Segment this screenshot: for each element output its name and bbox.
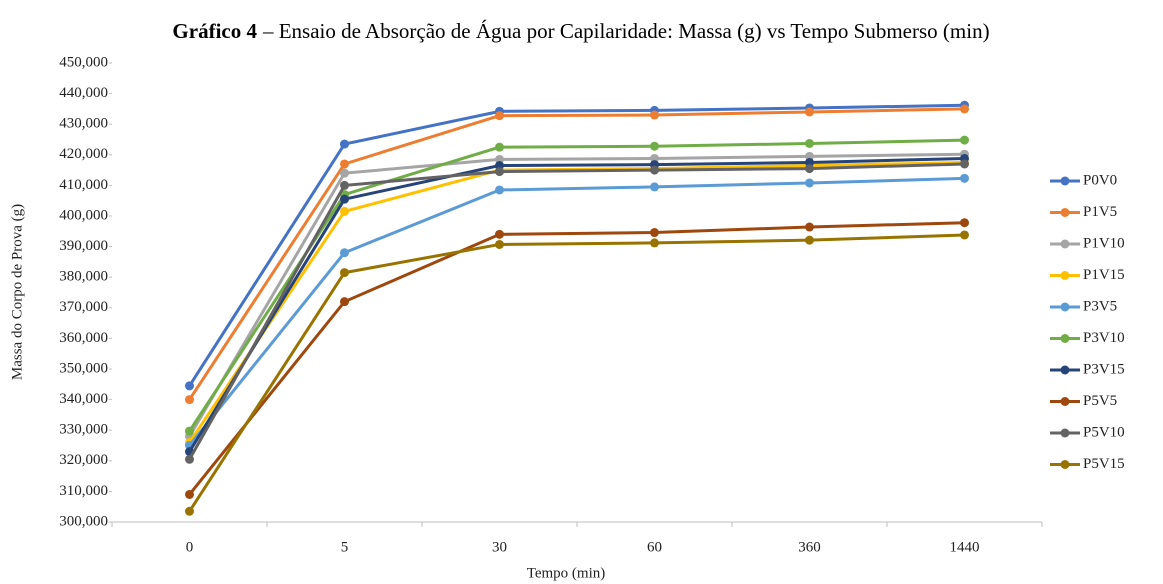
data-point	[340, 139, 349, 149]
legend-marker	[1060, 302, 1070, 312]
x-tick-label: 60	[647, 539, 662, 555]
legend-marker	[1060, 239, 1070, 249]
data-point	[960, 159, 969, 169]
y-tick-label: 400,000	[59, 207, 108, 223]
legend-label: P5V5	[1083, 393, 1117, 409]
legend-label: P3V15	[1083, 361, 1125, 377]
legend-marker	[1060, 397, 1070, 406]
x-tick-label: 30	[492, 539, 507, 555]
data-point	[495, 229, 504, 239]
x-axis-label: Tempo (min)	[527, 565, 606, 581]
data-point	[340, 180, 349, 190]
data-point	[495, 142, 504, 152]
legend-marker	[1060, 176, 1070, 186]
y-tick-label: 300,000	[59, 513, 108, 529]
title-number: Gráfico 4	[172, 19, 257, 43]
data-point	[650, 165, 659, 175]
data-point	[960, 173, 969, 183]
series-line	[188, 162, 965, 461]
data-point	[185, 454, 194, 464]
data-point	[185, 395, 194, 405]
y-tick-label: 380,000	[59, 269, 108, 285]
series-line	[188, 233, 965, 513]
y-tick-label: 330,000	[59, 422, 108, 438]
data-point	[340, 268, 349, 278]
data-point	[495, 239, 504, 249]
series-line	[188, 221, 965, 496]
data-point	[650, 228, 659, 238]
data-point	[340, 159, 349, 169]
x-tick-label: 0	[186, 539, 194, 555]
y-tick-label: 430,000	[59, 116, 108, 132]
y-axis-label: Massa do Corpo de Prova (g)	[9, 204, 25, 380]
data-point	[805, 107, 814, 117]
data-point	[495, 167, 504, 177]
y-tick-label: 410,000	[59, 177, 108, 193]
x-tick-label: 360	[798, 539, 821, 555]
y-tick-label: 440,000	[59, 85, 108, 101]
data-point	[960, 104, 969, 114]
data-point	[960, 135, 969, 145]
legend-label: P0V0	[1083, 172, 1117, 188]
data-point	[185, 381, 194, 391]
legend-label: P1V5	[1083, 204, 1117, 220]
legend-label: P1V10	[1083, 235, 1125, 251]
series-line	[188, 107, 965, 401]
y-tick-label: 340,000	[59, 391, 108, 407]
data-point	[185, 489, 194, 499]
data-point	[340, 168, 349, 178]
data-point	[495, 185, 504, 195]
series-line	[188, 138, 965, 432]
y-tick-label: 310,000	[59, 483, 108, 499]
chart-title: Gráfico 4– Ensaio de Absorção de Água po…	[172, 19, 989, 43]
data-point	[650, 141, 659, 151]
data-point	[805, 178, 814, 188]
legend-label: P5V15	[1083, 456, 1125, 472]
y-tick-label: 370,000	[59, 299, 108, 315]
legend-marker	[1060, 365, 1070, 375]
legend-marker	[1060, 334, 1070, 343]
data-point	[805, 138, 814, 148]
y-tick-label: 320,000	[59, 452, 108, 468]
data-point	[960, 230, 969, 240]
legend-marker	[1060, 208, 1070, 217]
data-point	[185, 426, 194, 436]
data-point	[960, 218, 969, 228]
series-line	[188, 160, 965, 444]
legend-marker	[1060, 428, 1070, 438]
data-point	[805, 164, 814, 174]
legend-marker	[1060, 271, 1070, 280]
y-tick-label: 350,000	[59, 360, 108, 376]
y-tick-label: 420,000	[59, 146, 108, 162]
x-tick-label: 5	[341, 539, 349, 555]
data-point	[650, 182, 659, 192]
data-point	[805, 222, 814, 232]
series-line	[188, 103, 965, 387]
data-point	[805, 235, 814, 245]
y-tick-label: 450,000	[59, 54, 108, 70]
series-line	[188, 176, 965, 447]
legend-label: P5V10	[1083, 424, 1125, 440]
series-line	[188, 152, 965, 438]
y-tick-label: 360,000	[59, 330, 108, 346]
legend-marker	[1060, 460, 1070, 469]
data-point	[340, 248, 349, 258]
y-tick-label: 390,000	[59, 238, 108, 254]
data-point	[340, 194, 349, 204]
data-point	[495, 111, 504, 121]
data-point	[185, 506, 194, 516]
x-tick-label: 1440	[950, 539, 980, 555]
legend-label: P3V10	[1083, 330, 1125, 346]
series-line	[188, 156, 965, 453]
data-point	[650, 110, 659, 120]
data-point	[650, 238, 659, 248]
title-text: – Ensaio de Absorção de Água por Capilar…	[262, 19, 990, 43]
data-point	[340, 297, 349, 307]
legend-label: P3V5	[1083, 298, 1117, 314]
data-point	[340, 206, 349, 216]
legend-label: P1V15	[1083, 267, 1125, 283]
